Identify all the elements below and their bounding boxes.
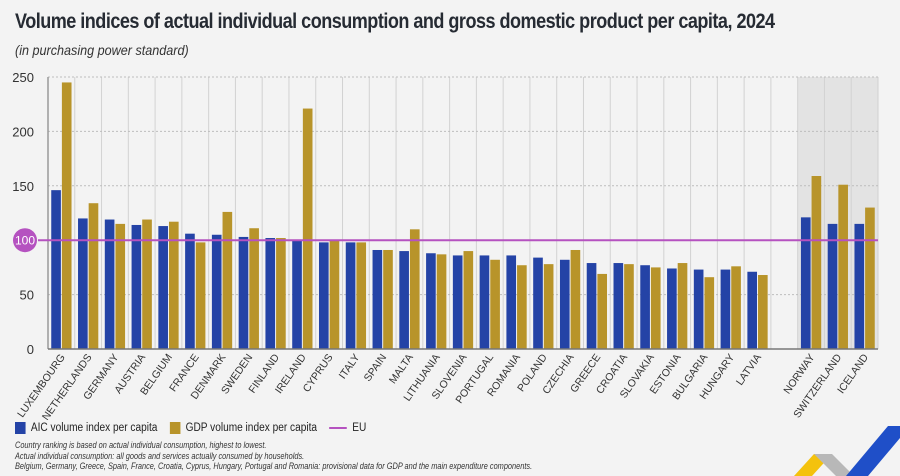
bar-aic: [345, 242, 356, 349]
bar-gdp: [88, 203, 99, 349]
bar-gdp: [570, 249, 581, 349]
footnote: Actual individual consumption: all goods…: [15, 450, 305, 461]
bar-aic: [426, 253, 436, 349]
bar-aic: [78, 218, 88, 349]
bar-gdp: [222, 211, 233, 349]
bar-gdp: [329, 240, 340, 349]
legend: AIC volume index per capita GDP volume i…: [15, 422, 379, 434]
legend-item-gdp: GDP volume index per capita: [169, 422, 318, 434]
legend-label-aic: AIC volume index per capita: [30, 422, 158, 434]
bar-gdp: [517, 265, 527, 349]
bar-aic: [399, 251, 409, 349]
bar-gdp: [168, 221, 179, 349]
bar-gdp: [490, 259, 500, 349]
chart-subtitle: (in purchasing power standard): [15, 42, 189, 58]
legend-label-gdp: GDP volume index per capita: [185, 422, 318, 434]
bar-aic: [640, 265, 650, 349]
bar-aic: [667, 268, 677, 349]
bar-gdp: [704, 277, 715, 349]
y-tick-label: 250: [12, 70, 34, 85]
bar-gdp: [543, 264, 554, 349]
x-tick-label: LATVIA: [734, 352, 764, 388]
footnote: Belgium, Germany, Greece, Spain, France,…: [15, 461, 533, 471]
legend-item-aic: AIC volume index per capita: [15, 422, 157, 434]
bar-aic: [693, 269, 704, 349]
x-tick-label: ITALY: [337, 352, 363, 382]
bar-aic: [292, 240, 302, 349]
y-tick-label: 50: [20, 288, 34, 303]
bar-gdp: [249, 228, 259, 349]
footnotes: Country ranking is based on actual indiv…: [15, 440, 532, 472]
legend-label-eu: EU: [352, 422, 367, 434]
y-tick-label: 0: [27, 342, 34, 357]
bar-gdp: [436, 254, 447, 349]
eurostat-logo-icon: [794, 426, 900, 476]
bar-aic: [506, 255, 517, 349]
bar-gdp: [409, 229, 420, 349]
bar-chart: 100 050150200250LUXEMBOURGNETHERLANDSGER…: [12, 70, 879, 420]
bar-gdp: [838, 184, 848, 349]
bar-aic: [479, 255, 490, 349]
bar-aic: [559, 259, 570, 349]
bar-gdp: [811, 176, 822, 349]
bar-aic: [854, 223, 865, 349]
bar-gdp: [677, 263, 688, 349]
bar-gdp: [276, 238, 286, 349]
bar-gdp: [758, 275, 768, 349]
bar-aic: [720, 269, 731, 349]
bar-gdp: [597, 273, 608, 349]
bar-gdp: [624, 264, 634, 349]
eu-reference-badge: [13, 228, 37, 253]
bar-aic: [586, 263, 597, 349]
bar-aic: [318, 242, 329, 349]
bar-aic: [265, 238, 276, 349]
legend-line-eu: [329, 427, 347, 429]
legend-item-eu: EU: [329, 422, 366, 434]
bar-aic: [211, 234, 222, 349]
legend-swatch-gdp: [169, 422, 181, 434]
bar-gdp: [142, 219, 152, 349]
shaded-region-efta: [797, 77, 878, 349]
bar-gdp: [61, 82, 72, 349]
bar-gdp: [115, 223, 126, 349]
bar-gdp: [731, 266, 741, 349]
y-tick-label: 200: [12, 124, 34, 139]
bar-gdp: [356, 242, 367, 349]
bar-aic: [185, 233, 195, 349]
bar-aic: [533, 257, 543, 349]
bar-gdp: [383, 249, 393, 349]
bar-aic: [104, 219, 115, 349]
bar-aic: [800, 217, 811, 349]
bar-aic: [747, 271, 758, 349]
bar-aic: [131, 224, 142, 349]
eu-reference-label: 100: [15, 234, 35, 248]
bar-aic: [613, 263, 624, 349]
x-tick-label: SPAIN: [362, 352, 389, 384]
footnote: Country ranking is based on actual indiv…: [15, 440, 267, 450]
chart-title: Volume indices of actual individual cons…: [15, 10, 775, 33]
bar-gdp: [865, 207, 875, 349]
legend-swatch-aic: [15, 422, 26, 434]
bar-aic: [372, 249, 383, 349]
bar-gdp: [650, 267, 661, 349]
bar-aic: [158, 226, 168, 349]
bar-aic: [238, 236, 249, 349]
y-tick-label: 150: [12, 179, 34, 194]
bar-aic: [51, 190, 61, 349]
bar-gdp: [302, 108, 313, 349]
bar-gdp: [463, 251, 474, 349]
bar-aic: [827, 223, 838, 349]
bar-aic: [452, 255, 463, 349]
bar-gdp: [195, 242, 206, 349]
